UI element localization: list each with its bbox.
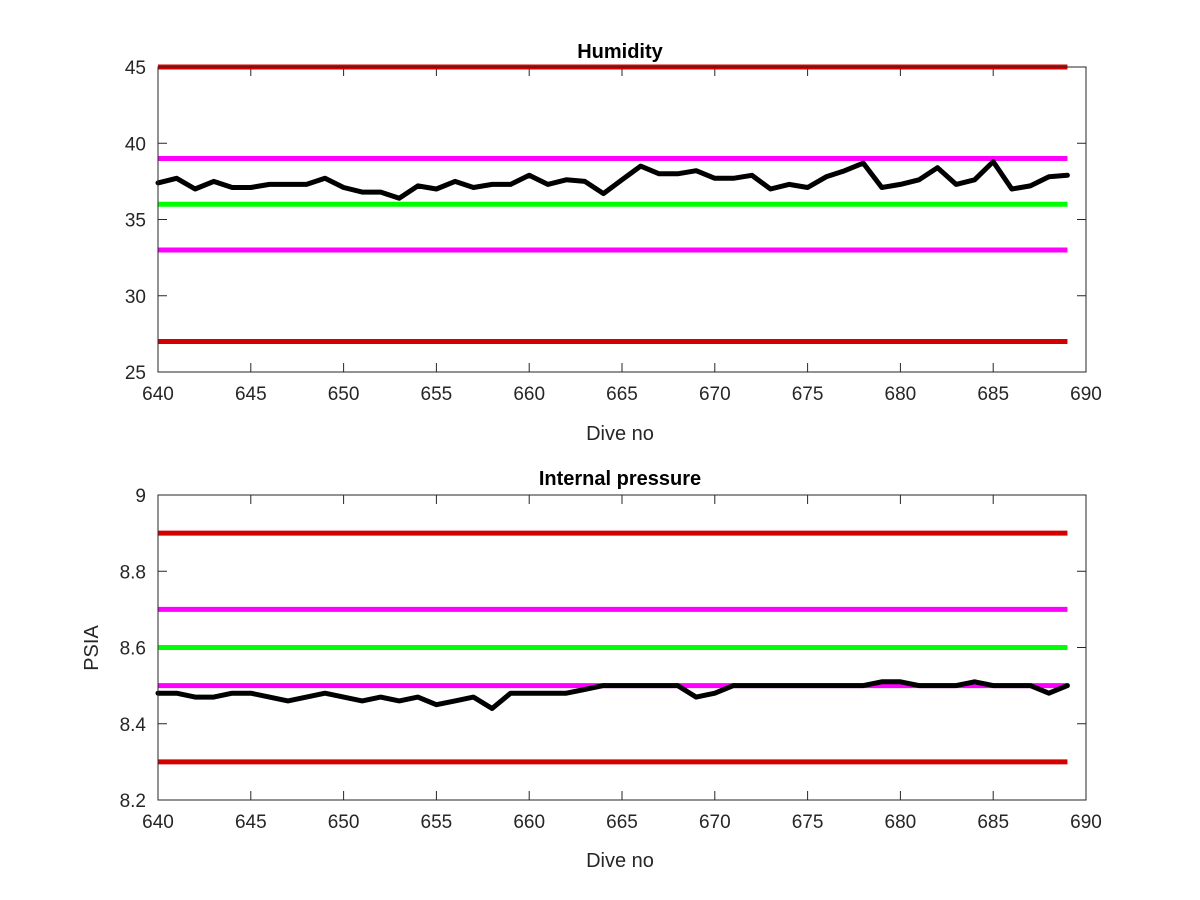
pressure-x-tick-label: 655 <box>421 812 453 833</box>
pressure-title: Internal pressure <box>539 468 701 490</box>
pressure-y-tick-label: 8.4 <box>120 715 147 736</box>
humidity-series-line <box>155 159 1070 201</box>
humidity-x-tick-label: 660 <box>513 384 545 405</box>
pressure-x-tick-label: 650 <box>328 812 360 833</box>
pressure-y-tick-label: 8.6 <box>120 639 146 660</box>
pressure-subplot: Internal pressure Dive no PSIA 640 645 650… <box>81 468 1102 872</box>
pressure-y-tick-label: 8.8 <box>120 562 146 583</box>
humidity-x-tick-label: 675 <box>792 384 824 405</box>
pressure-y-axis-label: PSIA <box>81 625 103 671</box>
pressure-x-tick-label: 685 <box>977 812 1009 833</box>
humidity-title: Humidity <box>577 41 663 63</box>
pressure-y-tick-label: 9 <box>135 486 146 507</box>
pressure-x-tick-label: 660 <box>513 812 545 833</box>
pressure-series-line <box>155 679 1070 711</box>
pressure-x-tick-label: 640 <box>142 812 174 833</box>
humidity-x-tick-label: 670 <box>699 384 731 405</box>
humidity-axes-box <box>157 66 1087 373</box>
pressure-axes-box <box>157 494 1087 801</box>
humidity-ticks: 640 645 650 655 660 665 670 675 680 685 690 25 30 35 4… <box>125 58 1102 405</box>
humidity-x-tick-label: 665 <box>606 384 638 405</box>
pressure-ticks: 640 645 650 655 660 665 670 675 680 685 690 8.2 8.4 8… <box>120 486 1102 833</box>
humidity-x-tick-label: 680 <box>885 384 917 405</box>
pressure-x-tick-label: 675 <box>792 812 824 833</box>
humidity-x-tick-label: 690 <box>1070 384 1102 405</box>
humidity-y-tick-label: 40 <box>125 134 146 155</box>
humidity-x-tick-label: 685 <box>977 384 1009 405</box>
pressure-y-tick-label: 8.2 <box>120 791 146 812</box>
pressure-x-tick-label: 690 <box>1070 812 1102 833</box>
humidity-y-tick-label: 30 <box>125 287 146 308</box>
humidity-x-axis-label: Dive no <box>586 423 654 445</box>
humidity-x-tick-label: 655 <box>421 384 453 405</box>
humidity-x-tick-label: 640 <box>142 384 174 405</box>
humidity-subplot: Humidity Dive no 640 645 650 655 660 665 670 67… <box>125 41 1102 445</box>
pressure-x-tick-label: 680 <box>885 812 917 833</box>
pressure-x-tick-label: 665 <box>606 812 638 833</box>
humidity-y-tick-label: 45 <box>125 58 146 79</box>
pressure-x-tick-label: 645 <box>235 812 267 833</box>
humidity-y-tick-label: 35 <box>125 211 146 232</box>
humidity-y-tick-label: 25 <box>125 363 146 384</box>
pressure-x-axis-label: Dive no <box>586 850 654 872</box>
humidity-x-tick-label: 650 <box>328 384 360 405</box>
pressure-x-tick-label: 670 <box>699 812 731 833</box>
humidity-x-tick-label: 645 <box>235 384 267 405</box>
